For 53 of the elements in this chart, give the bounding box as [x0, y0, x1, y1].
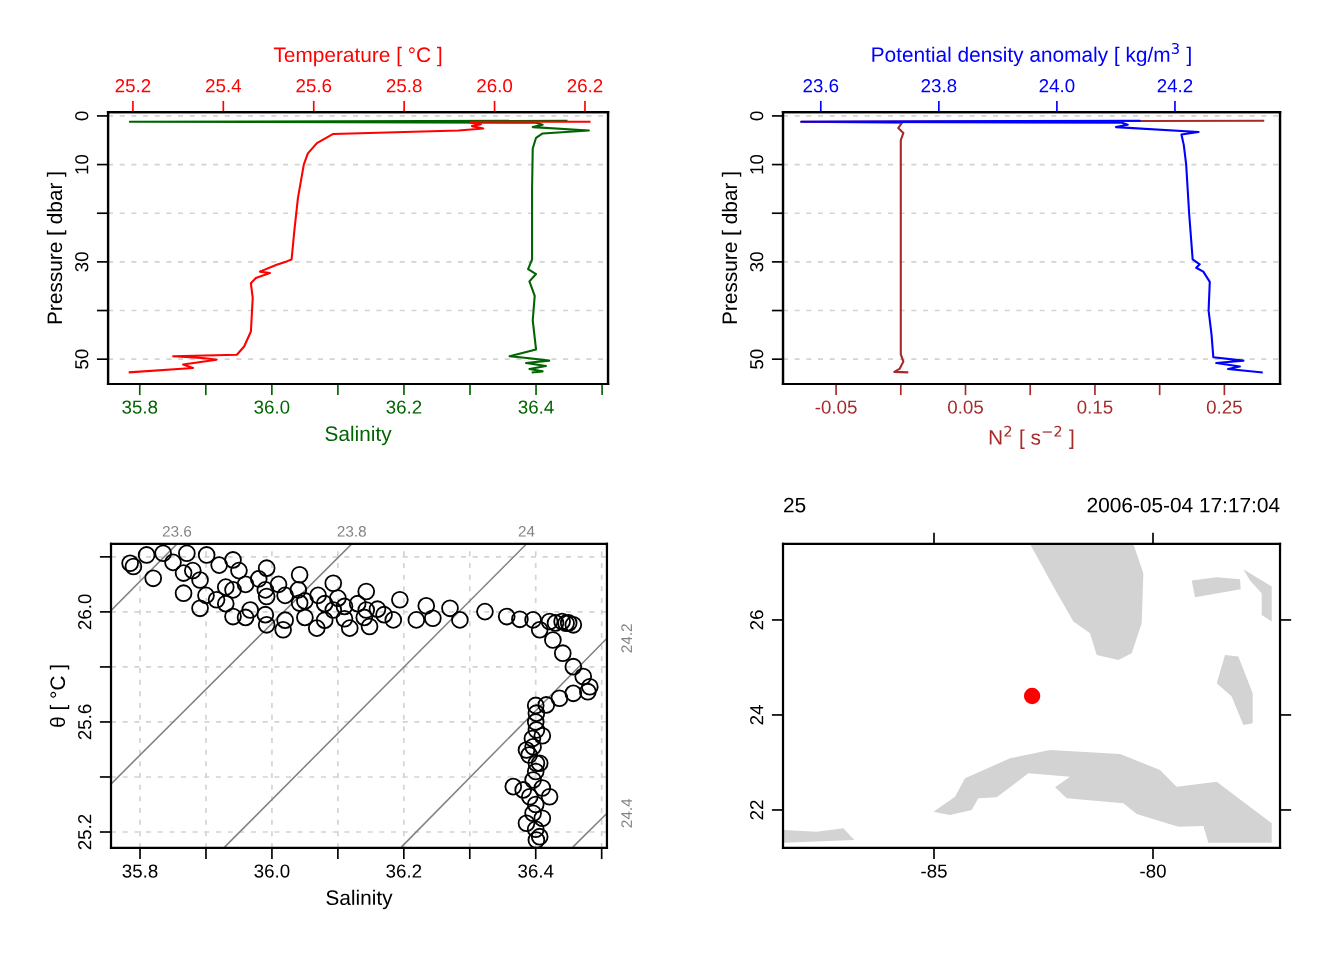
x-tick-label: -0.05	[815, 400, 857, 414]
x-tick-label: 36.4	[518, 400, 554, 414]
x-tick-label: 35.8	[122, 400, 158, 414]
x-tick-label: 36.0	[254, 400, 290, 414]
y-tick-label: 30	[75, 252, 89, 272]
x-axis-title: Salinity	[325, 425, 392, 446]
y-tick-label: 50	[75, 349, 89, 369]
y-tick-label: 10	[75, 154, 89, 174]
text: 24.4	[621, 798, 632, 828]
y-tick-label: 10	[750, 154, 764, 174]
y-tick-label: 25.2	[78, 814, 92, 850]
x-axis-title: N$^{2}$ [ s$^{−2}$ ]	[989, 425, 1074, 449]
x-tick-label: 36.2	[386, 400, 422, 414]
y-axis-title: Pressure [ dbar ]	[721, 172, 742, 324]
x2-tick-label: 25.6	[296, 79, 332, 93]
y-tick-label: 26	[750, 610, 764, 630]
y-tick-label: 30	[750, 252, 764, 272]
y-axis-title: Pressure [ dbar ]	[46, 172, 67, 324]
x-tick-label: 0.15	[1077, 400, 1113, 414]
y-tick-label: 0	[75, 111, 89, 121]
x2-axis-title: Temperature [ °C ]	[273, 46, 442, 67]
x-tick-label: 0.25	[1206, 400, 1242, 414]
y-axis-title: θ [ °C ]	[49, 665, 70, 727]
series-label: 23.6	[162, 525, 192, 537]
x2-axis-title: Potential density anomaly [ kg/m$^{3}$ ]	[872, 42, 1191, 67]
x2-tick-label: 25.4	[206, 79, 242, 93]
x2-tick-label: 24.0	[1039, 79, 1075, 93]
y-tick-label: 24	[750, 705, 764, 725]
y-tick-label: 22	[750, 800, 764, 820]
x-tick-label: -85	[921, 864, 947, 878]
x-tick-label: 0.05	[948, 400, 983, 414]
text: 25	[784, 497, 806, 513]
x2-tick-label: 23.8	[921, 79, 957, 93]
series-label: 24	[518, 525, 535, 537]
x2-tick-label: 25.2	[115, 79, 151, 93]
y-tick-label: 26.0	[78, 594, 92, 630]
y-tick-label: 25.6	[78, 704, 92, 740]
series-label: 23.8	[337, 525, 366, 537]
text: 2006-05-04 17:17:04	[1087, 497, 1280, 513]
x2-tick-label: 26.0	[477, 79, 513, 93]
x-tick-label: 36.2	[386, 864, 422, 878]
x2-tick-label: 26.2	[567, 79, 603, 93]
x-tick-label: 35.8	[122, 864, 158, 878]
x-tick-label: 36.4	[518, 864, 554, 878]
y-tick-label: 50	[750, 349, 764, 369]
text: 24.2	[621, 624, 632, 653]
x-tick-label: 36.0	[254, 864, 290, 878]
x2-tick-label: 25.8	[386, 79, 422, 93]
x2-tick-label: 24.2	[1157, 79, 1193, 93]
y-tick-label: 0	[750, 111, 764, 121]
x-axis-title: Salinity	[326, 889, 393, 910]
x2-tick-label: 23.6	[803, 79, 839, 93]
x-tick-label: -80	[1140, 864, 1166, 878]
